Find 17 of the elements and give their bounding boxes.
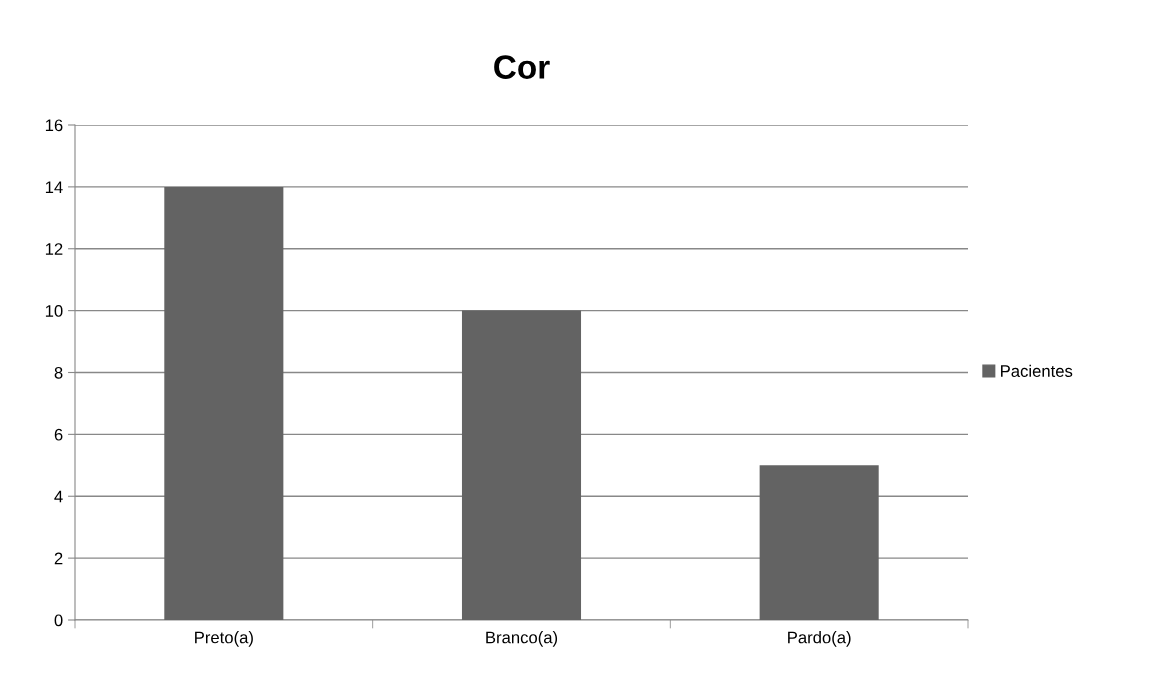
x-tick-label: Branco(a) (486, 631, 558, 647)
bar (164, 186, 284, 620)
y-tick-label: 2 (54, 552, 63, 565)
x-tick-label: Preto(a) (195, 631, 253, 647)
y-tick-label: 12 (45, 243, 63, 255)
y-tick-label: 14 (45, 181, 63, 193)
bar (759, 465, 879, 620)
bar (461, 310, 582, 620)
legend-label: Pacientes (1001, 364, 1073, 377)
y-tick-label: 0 (54, 614, 63, 627)
y-tick-label: 10 (45, 305, 63, 317)
y-tick-label: 6 (54, 428, 63, 441)
y-tick-label: 8 (54, 366, 63, 379)
y-tick-label: 16 (45, 119, 63, 132)
chart-title: Cor (494, 55, 550, 79)
x-tick-label: Pardo(a) (788, 631, 851, 647)
y-tick-label: 4 (54, 490, 63, 503)
